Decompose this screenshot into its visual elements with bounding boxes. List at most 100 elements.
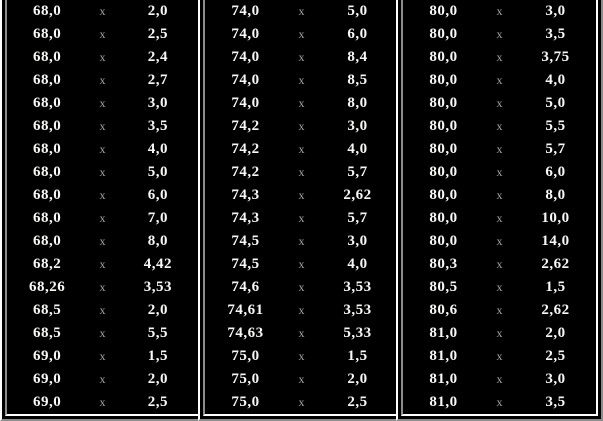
multiply-sign: x xyxy=(496,326,503,340)
size-row: 80,0 x 5,0 xyxy=(403,92,596,115)
diameter-value: 80,6 xyxy=(429,302,458,318)
multiply-sign: x xyxy=(298,188,305,202)
multiply-sign: x xyxy=(496,211,503,225)
diameter-value: 74,63 xyxy=(227,325,264,341)
size-row: 74,0 x 8,0 xyxy=(205,92,398,115)
multiply-sign: x xyxy=(298,303,305,317)
thickness-value: 2,0 xyxy=(545,325,566,341)
size-row: 80,0 x 8,0 xyxy=(403,184,596,207)
multiply-sign: x xyxy=(496,27,503,41)
thickness-value: 5,5 xyxy=(545,118,566,134)
size-row: 80,0 x 3,0 xyxy=(403,0,596,23)
thickness-value: 4,0 xyxy=(147,141,168,157)
thickness-value: 5,33 xyxy=(343,325,372,341)
diameter-value: 75,0 xyxy=(231,371,260,387)
diameter-value: 80,0 xyxy=(429,49,458,65)
multiply-sign: x xyxy=(496,50,503,64)
size-row: 80,0 x 3,75 xyxy=(403,46,596,69)
size-row: 74,0 x 5,0 xyxy=(205,0,398,23)
thickness-value: 1,5 xyxy=(147,348,168,364)
multiply-sign: x xyxy=(298,234,305,248)
thickness-value: 4,0 xyxy=(347,141,368,157)
diameter-value: 68,0 xyxy=(32,95,62,111)
multiply-sign: x xyxy=(298,50,305,64)
diameter-value: 74,2 xyxy=(231,164,260,180)
diameter-value: 68,0 xyxy=(32,72,62,88)
thickness-value: 5,0 xyxy=(147,164,168,180)
diameter-value: 68,26 xyxy=(28,279,66,295)
multiply-sign: x xyxy=(298,142,305,156)
multiply-sign: x xyxy=(99,27,106,41)
size-row: 75,0 x 2,5 xyxy=(205,391,398,414)
multiply-sign: x xyxy=(99,395,106,409)
multiply-sign: x xyxy=(99,142,106,156)
size-row: 74,61 x 3,53 xyxy=(205,299,398,322)
size-row: 68,5 x 2,0 xyxy=(7,299,198,322)
multiply-sign: x xyxy=(496,349,503,363)
multiply-sign: x xyxy=(298,326,305,340)
size-row: 68,0 x 8,0 xyxy=(7,230,198,253)
size-row: 81,0 x 3,5 xyxy=(403,391,596,414)
multiply-sign: x xyxy=(99,211,106,225)
diameter-value: 74,61 xyxy=(227,302,264,318)
size-table-body-3: 80,0 x 3,0 80,0 x 3,5 80,0 x 3,75 80,0 x… xyxy=(401,0,598,416)
multiply-sign: x xyxy=(99,4,106,18)
multiply-sign: x xyxy=(298,349,305,363)
size-row: 68,0 x 2,5 xyxy=(7,23,198,46)
multiply-sign: x xyxy=(298,211,305,225)
diameter-value: 74,5 xyxy=(231,256,260,272)
multiply-sign: x xyxy=(298,165,305,179)
diameter-value: 81,0 xyxy=(429,348,458,364)
multiply-sign: x xyxy=(99,257,106,271)
thickness-value: 10,0 xyxy=(541,210,570,226)
diameter-value: 68,2 xyxy=(32,256,62,272)
diameter-value: 68,0 xyxy=(32,26,62,42)
multiply-sign: x xyxy=(496,257,503,271)
thickness-value: 2,62 xyxy=(541,302,570,318)
size-row: 68,0 x 4,0 xyxy=(7,138,198,161)
thickness-value: 8,0 xyxy=(545,187,566,203)
diameter-value: 74,6 xyxy=(231,279,260,295)
diameter-value: 74,0 xyxy=(231,49,260,65)
diameter-value: 74,0 xyxy=(231,72,260,88)
size-row: 68,26 x 3,53 xyxy=(7,276,198,299)
multiply-sign: x xyxy=(298,119,305,133)
size-row: 80,3 x 2,62 xyxy=(403,253,596,276)
size-row: 80,5 x 1,5 xyxy=(403,276,596,299)
thickness-value: 2,0 xyxy=(147,3,168,19)
size-row: 80,0 x 10,0 xyxy=(403,207,596,230)
diameter-value: 74,0 xyxy=(231,26,260,42)
thickness-value: 6,0 xyxy=(147,187,168,203)
thickness-value: 6,0 xyxy=(347,26,368,42)
thickness-value: 1,5 xyxy=(347,348,368,364)
multiply-sign: x xyxy=(298,27,305,41)
diameter-value: 69,0 xyxy=(32,371,62,387)
size-row: 80,0 x 6,0 xyxy=(403,161,596,184)
multiply-sign: x xyxy=(99,349,106,363)
thickness-value: 2,5 xyxy=(347,394,368,410)
thickness-value: 4,0 xyxy=(545,72,566,88)
size-row: 80,6 x 2,62 xyxy=(403,299,596,322)
size-table-panel-2: 74,0 x 5,0 74,0 x 6,0 74,0 x 8,4 74,0 x … xyxy=(198,0,405,421)
thickness-value: 1,5 xyxy=(545,279,566,295)
diameter-value: 68,5 xyxy=(32,302,62,318)
thickness-value: 6,0 xyxy=(545,164,566,180)
size-row: 68,0 x 6,0 xyxy=(7,184,198,207)
multiply-sign: x xyxy=(99,234,106,248)
diameter-value: 80,0 xyxy=(429,141,458,157)
size-row: 68,0 x 2,4 xyxy=(7,46,198,69)
size-row: 81,0 x 2,5 xyxy=(403,345,596,368)
diameter-value: 75,0 xyxy=(231,394,260,410)
diameter-value: 74,2 xyxy=(231,141,260,157)
thickness-value: 5,0 xyxy=(347,3,368,19)
diameter-value: 80,0 xyxy=(429,164,458,180)
diameter-value: 68,0 xyxy=(32,118,62,134)
diameter-value: 74,0 xyxy=(231,3,260,19)
size-row: 74,63 x 5,33 xyxy=(205,322,398,345)
size-row: 74,0 x 8,4 xyxy=(205,46,398,69)
size-row: 75,0 x 2,0 xyxy=(205,368,398,391)
thickness-value: 5,7 xyxy=(545,141,566,157)
diameter-value: 81,0 xyxy=(429,371,458,387)
thickness-value: 14,0 xyxy=(541,233,570,249)
